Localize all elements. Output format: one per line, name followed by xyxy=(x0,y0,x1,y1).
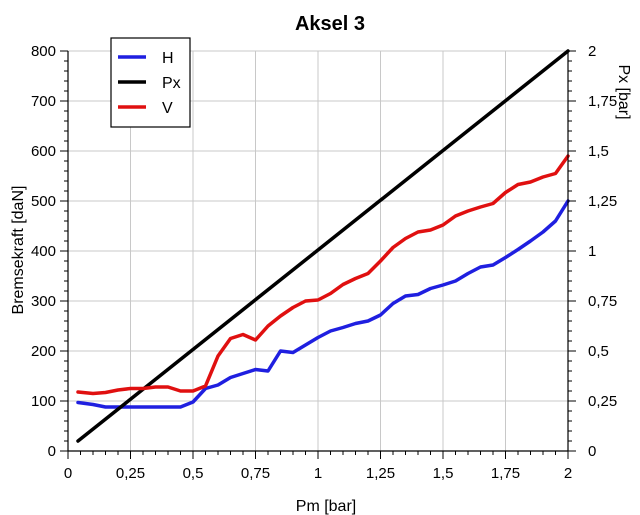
y-tick-label: 0 xyxy=(48,443,56,460)
x-tick-label: 0 xyxy=(64,465,72,482)
x-tick-label: 1,25 xyxy=(366,465,395,482)
x-tick-label: 0,25 xyxy=(116,465,145,482)
y-tick-label: 500 xyxy=(31,193,56,210)
tick-labels: 0 0,25 0,5 0,75 1 1,25 1,5 1,75 2010020030040050… xyxy=(31,43,617,482)
y-tick-label: 700 xyxy=(31,93,56,110)
y-tick-label: 400 xyxy=(31,243,56,260)
series-line-px xyxy=(76,49,570,443)
y2-tick-label: 1,25 xyxy=(588,193,617,210)
x-tick-label: 0,75 xyxy=(241,465,270,482)
x-axis-label: Pm [bar] xyxy=(296,498,356,515)
x-tick-label: 0,5 xyxy=(183,465,204,482)
series-line-v xyxy=(76,154,570,396)
x-tick-label: 2 xyxy=(564,465,572,482)
y-axis-label: Bremsekraft [daN] xyxy=(10,186,27,315)
y-tick-label: 100 xyxy=(31,393,56,410)
y2-tick-label: 1,5 xyxy=(588,143,609,160)
y-tick-label: 300 xyxy=(31,293,56,310)
axes xyxy=(60,50,576,459)
y2-tick-label: 0,5 xyxy=(588,343,609,360)
y-tick-label: 800 xyxy=(31,43,56,60)
y2-tick-label: 0,25 xyxy=(588,393,617,410)
y2-tick-label: 0,75 xyxy=(588,293,617,310)
x-tick-label: 1 xyxy=(314,465,322,482)
y-tick-label: 600 xyxy=(31,143,56,160)
chart-title: Aksel 3 xyxy=(295,13,365,35)
y2-axis-label: Px [bar] xyxy=(615,64,632,119)
series-layer xyxy=(76,49,570,443)
legend-label-v: V xyxy=(162,100,173,117)
y2-tick-label: 2 xyxy=(588,43,596,60)
legend-label-px: Px xyxy=(162,75,181,92)
y2-tick-label: 1 xyxy=(588,243,596,260)
legend-label-h: H xyxy=(162,50,174,67)
y2-tick-label: 1,75 xyxy=(588,93,617,110)
series-line-h xyxy=(76,199,570,409)
y2-tick-label: 0 xyxy=(588,443,596,460)
legend: H Px V xyxy=(110,37,191,128)
y-tick-label: 200 xyxy=(31,343,56,360)
x-tick-label: 1,5 xyxy=(433,465,454,482)
x-tick-label: 1,75 xyxy=(491,465,520,482)
